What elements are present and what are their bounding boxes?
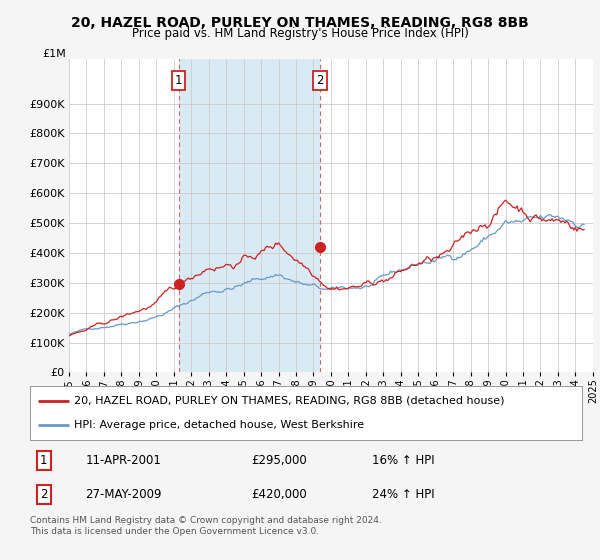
Text: HPI: Average price, detached house, West Berkshire: HPI: Average price, detached house, West… xyxy=(74,420,364,430)
Text: 1: 1 xyxy=(175,74,182,87)
Text: £1M: £1M xyxy=(43,49,67,59)
Bar xyxy=(179,59,320,372)
Text: 20, HAZEL ROAD, PURLEY ON THAMES, READING, RG8 8BB (detached house): 20, HAZEL ROAD, PURLEY ON THAMES, READIN… xyxy=(74,396,505,406)
Text: £295,000: £295,000 xyxy=(251,454,307,467)
Text: Price paid vs. HM Land Registry's House Price Index (HPI): Price paid vs. HM Land Registry's House … xyxy=(131,27,469,40)
Text: £420,000: £420,000 xyxy=(251,488,307,501)
Text: 24% ↑ HPI: 24% ↑ HPI xyxy=(372,488,435,501)
Text: Contains HM Land Registry data © Crown copyright and database right 2024.
This d: Contains HM Land Registry data © Crown c… xyxy=(30,516,382,536)
Text: 2: 2 xyxy=(40,488,47,501)
Text: 11-APR-2001: 11-APR-2001 xyxy=(85,454,161,467)
Text: 16% ↑ HPI: 16% ↑ HPI xyxy=(372,454,435,467)
Text: 27-MAY-2009: 27-MAY-2009 xyxy=(85,488,162,501)
Text: 20, HAZEL ROAD, PURLEY ON THAMES, READING, RG8 8BB: 20, HAZEL ROAD, PURLEY ON THAMES, READIN… xyxy=(71,16,529,30)
Text: 2: 2 xyxy=(316,74,324,87)
Text: 1: 1 xyxy=(40,454,47,467)
